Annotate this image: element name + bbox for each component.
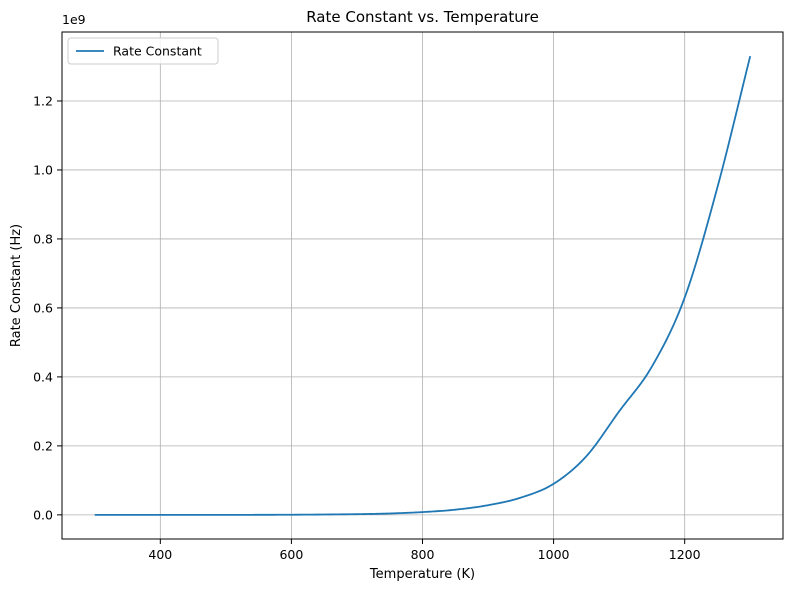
- y-axis-ticks: 0.0 0.2 0.4 0.6 0.8 1.0 1.2: [33, 93, 62, 522]
- x-tick-label: 1200: [669, 547, 701, 562]
- series-line: [94, 55, 752, 516]
- y-tick-label: 1.2: [33, 93, 53, 108]
- y-tick-label: 1.0: [33, 162, 53, 177]
- y-tick-label: 0.6: [33, 300, 53, 315]
- legend-box: [67, 37, 219, 65]
- series-layer: [94, 55, 752, 516]
- y-tick-label: 0.8: [33, 231, 53, 246]
- chart-title: Rate Constant vs. Temperature: [306, 8, 539, 26]
- legend-label: Rate Constant: [113, 44, 202, 59]
- y-tick-label: 0.0: [33, 507, 53, 522]
- x-tick-label: 600: [279, 547, 303, 562]
- x-tick-label: 400: [148, 547, 172, 562]
- y-axis-scale-label: 1e9: [62, 12, 86, 27]
- y-axis-label: Rate Constant (Hz): [9, 224, 24, 347]
- legend: Rate Constant: [67, 37, 219, 65]
- x-tick-label: 800: [411, 547, 435, 562]
- x-axis-ticks: 400 600 800 1000 1200: [148, 539, 701, 562]
- y-tick-label: 0.2: [33, 438, 53, 453]
- x-axis-label: Temperature (K): [369, 567, 475, 582]
- x-tick-label: 1000: [538, 547, 570, 562]
- y-tick-label: 0.4: [33, 369, 53, 384]
